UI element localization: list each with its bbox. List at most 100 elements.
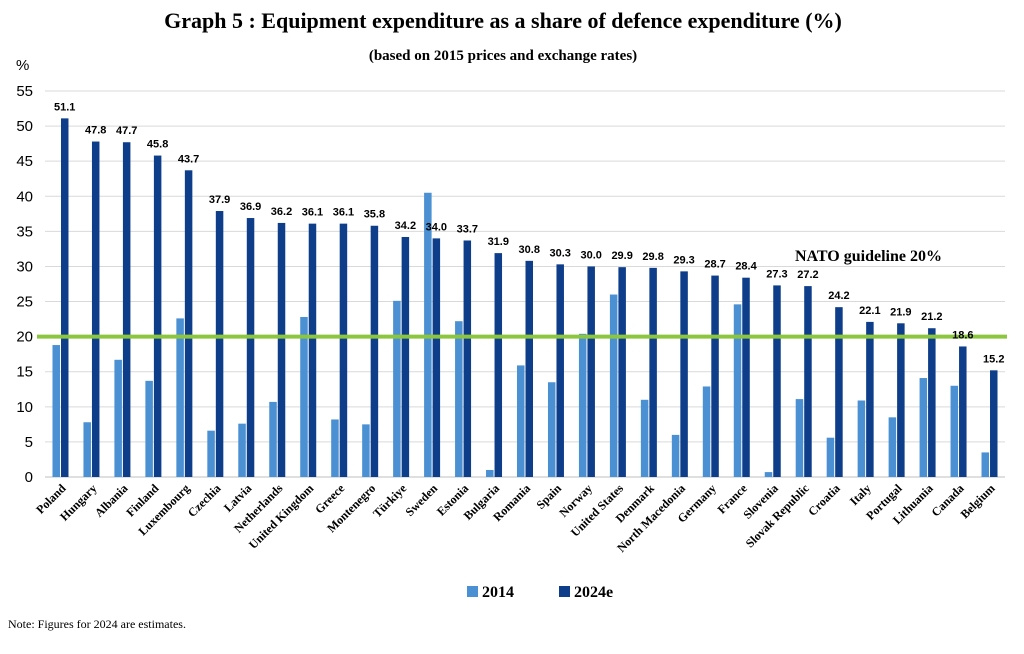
data-label: 27.3 [766,268,787,280]
bar-2014 [52,345,60,477]
data-label: 45.8 [147,139,168,151]
bar-2024e [649,267,657,477]
data-label: 24.2 [828,290,849,302]
data-label: 43.7 [178,153,199,165]
bar-2014 [702,386,711,477]
category-label: Albania [92,481,131,520]
data-label: 47.8 [85,125,106,137]
bar-2024e [587,266,595,477]
bar-2024e [556,264,564,477]
y-tick-label: 55 [16,83,33,100]
bar-2024e [618,267,626,477]
y-tick-label: 35 [16,223,33,240]
bar-2014 [176,318,184,477]
bar-2014 [145,380,153,477]
bar-2014 [517,365,525,477]
bar-2014 [888,417,897,477]
bar-2024e [215,211,224,477]
data-label: 35.8 [364,209,385,221]
bar-2014 [981,452,990,477]
bar-2014 [671,434,680,477]
legend-swatch-2014 [467,586,478,597]
data-label: 36.1 [302,207,323,219]
y-tick-label: 5 [25,434,33,451]
bar-2024e [153,155,162,478]
bar-2024e [804,286,812,477]
bar-2024e [463,240,472,477]
bar-2024e [370,225,379,477]
data-label: 34.0 [426,221,447,233]
data-label: 27.2 [797,269,818,281]
data-label: 28.7 [704,259,725,271]
bar-2024e [773,285,781,477]
y-tick-label: 25 [16,294,33,311]
bar-2024e [711,275,719,477]
bar-2024e [246,218,255,477]
bar-2014 [331,419,339,477]
data-label: 37.9 [209,194,230,206]
data-label: 29.8 [642,251,663,263]
data-label: 21.9 [890,306,911,318]
data-label: 51.1 [54,101,75,113]
y-tick-label: 0 [25,469,33,486]
data-label: 31.9 [488,236,509,248]
bar-2024e [494,253,503,477]
y-tick-label: 50 [16,118,33,135]
bar-2014 [393,300,401,477]
bar-2014 [83,422,91,477]
data-labels: 51.1 47.8 47.7 45.8 43.7 37.9 36.9 36.2 36.1 36.1… [54,101,1004,365]
data-label: 30.8 [519,244,540,256]
data-label: 30.0 [580,249,601,261]
bar-2014 [362,424,370,477]
data-label: 30.3 [550,247,571,259]
bar-2024e [184,170,193,477]
bar-2024e [339,223,348,477]
bar-2024e [959,346,967,477]
y-tick-label: 45 [16,153,33,170]
bar-2024e [60,118,69,477]
y-axis-ticks: 0 5 10 15 20 25 30 35 40 45 50 55 [16,83,33,486]
bar-2014 [300,316,308,477]
legend: 2014 2024e [467,584,613,601]
y-axis-unit: % [16,57,29,74]
data-label: 34.2 [395,220,416,232]
bar-2014 [207,430,215,477]
y-tick-label: 10 [16,399,33,416]
bar-2014 [455,321,463,477]
legend-label-2024e: 2024e [574,584,613,601]
bar-2024e [401,236,410,477]
bars [52,118,998,478]
chart-subtitle: (based on 2015 prices and exchange rates… [369,48,637,64]
bar-2024e [990,370,998,477]
bar-2024e [432,238,441,477]
data-label: 36.1 [333,207,354,219]
bar-2014 [950,385,959,477]
bar-2014 [733,304,742,477]
bar-2024e [122,142,131,477]
bar-2024e [928,328,936,477]
bar-2014 [609,294,618,477]
bar-2024e [866,321,874,477]
guideline: NATO guideline 20% [37,248,1007,339]
data-label: 28.4 [735,261,757,273]
legend-label-2014: 2014 [482,584,514,601]
category-label: Türkiye [370,481,410,521]
y-tick-label: 30 [16,258,33,275]
bar-2014 [114,359,122,477]
bar-2014 [269,401,277,477]
data-label: 36.9 [240,201,261,213]
nato-guideline-label: NATO guideline 20% [795,248,942,265]
chart-title: Graph 5 : Equipment expenditure as a sha… [164,8,842,33]
bar-2024e [680,271,688,477]
bar-2014 [238,423,246,477]
data-label: 29.9 [611,250,632,262]
bar-2014 [857,400,866,477]
y-tick-label: 15 [16,364,33,381]
y-tick-label: 40 [16,188,33,205]
data-label: 21.2 [921,311,942,323]
bar-2014 [826,437,835,477]
bar-2024e [91,141,100,477]
data-label: 47.7 [116,125,137,137]
category-label: Czechia [185,481,224,520]
bar-2014 [919,378,928,477]
